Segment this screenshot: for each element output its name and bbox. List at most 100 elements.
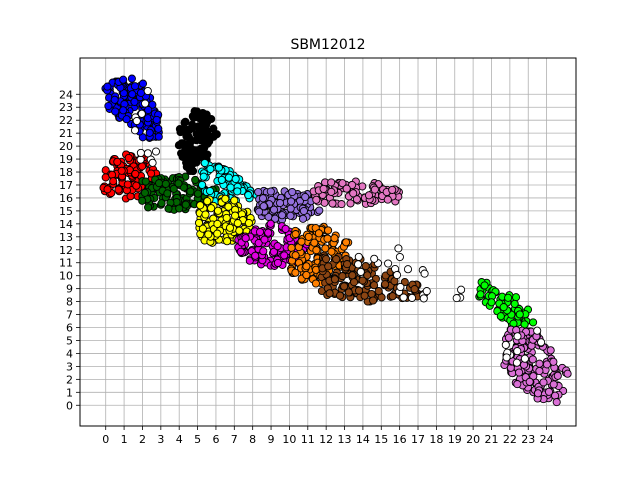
- data-point: [510, 299, 519, 308]
- data-point: [132, 181, 141, 190]
- data-point: [223, 237, 232, 246]
- data-point: [197, 131, 206, 140]
- data-point: [154, 132, 163, 141]
- data-point: [288, 187, 297, 197]
- y-tick-label: 20: [59, 140, 73, 153]
- y-tick-label: 13: [59, 231, 73, 244]
- x-tick-label: 3: [157, 433, 164, 446]
- data-point: [364, 191, 374, 200]
- data-point: [337, 200, 346, 209]
- data-point: [515, 310, 524, 319]
- data-point: [255, 227, 265, 237]
- data-point: [325, 289, 334, 298]
- data-point: [141, 99, 150, 108]
- data-point: [147, 169, 156, 178]
- data-point: [287, 197, 296, 206]
- data-point: [254, 187, 263, 197]
- data-point: [213, 206, 223, 215]
- data-point: [504, 333, 513, 342]
- data-point: [563, 369, 572, 378]
- data-point: [144, 105, 153, 115]
- data-point: [410, 285, 419, 294]
- data-point: [480, 281, 489, 290]
- data-point: [320, 198, 329, 207]
- data-point: [324, 262, 333, 271]
- y-tick-label: 5: [66, 334, 73, 347]
- data-point: [179, 183, 188, 192]
- data-point: [515, 368, 524, 377]
- data-point: [298, 214, 308, 223]
- y-tick-label: 18: [59, 166, 73, 179]
- data-point: [130, 126, 140, 135]
- data-point: [259, 202, 268, 211]
- y-tick-label: 21: [59, 127, 73, 140]
- data-point: [280, 251, 289, 260]
- data-point: [169, 184, 178, 193]
- data-point: [152, 115, 161, 124]
- data-point: [297, 237, 306, 246]
- data-point: [302, 270, 311, 280]
- data-point: [403, 265, 413, 274]
- data-point: [315, 206, 324, 215]
- data-point: [552, 398, 561, 407]
- data-point: [231, 174, 240, 184]
- x-tick-label: 22: [503, 433, 517, 446]
- x-tick-label: 2: [139, 433, 146, 446]
- data-point: [161, 179, 170, 188]
- data-point: [119, 75, 128, 84]
- data-point: [396, 282, 405, 292]
- data-point: [335, 291, 345, 300]
- x-tick-label: 18: [429, 433, 443, 446]
- data-point: [352, 195, 361, 204]
- data-point: [199, 172, 208, 181]
- data-point: [324, 226, 333, 235]
- data-point: [539, 378, 548, 387]
- data-point: [511, 293, 521, 302]
- data-point: [230, 196, 239, 205]
- data-point: [144, 203, 153, 212]
- data-point: [163, 189, 172, 198]
- data-point: [310, 238, 319, 247]
- data-point: [342, 184, 351, 193]
- data-point: [330, 275, 339, 284]
- x-tick-label: 10: [282, 433, 296, 446]
- data-point: [312, 195, 321, 204]
- data-point: [344, 288, 353, 297]
- data-point: [209, 124, 218, 133]
- data-point: [192, 158, 201, 167]
- data-point: [117, 166, 126, 175]
- data-point: [128, 90, 137, 99]
- x-tick-label: 13: [338, 433, 352, 446]
- data-point: [273, 242, 282, 251]
- y-tick-label: 17: [59, 179, 73, 192]
- data-point: [122, 115, 131, 124]
- y-tick-label: 1: [66, 386, 73, 399]
- y-tick-label: 14: [59, 218, 73, 231]
- data-point: [457, 285, 466, 294]
- data-point: [338, 179, 347, 188]
- x-tick-label: 20: [466, 433, 480, 446]
- data-point: [278, 211, 287, 220]
- x-tick-label: 15: [374, 433, 388, 446]
- x-tick-label: 4: [176, 433, 183, 446]
- data-point: [388, 185, 397, 194]
- data-point: [271, 214, 280, 223]
- data-point: [273, 258, 282, 267]
- data-point: [499, 303, 508, 312]
- data-point: [202, 120, 211, 129]
- data-point: [213, 229, 222, 238]
- data-point: [206, 164, 215, 174]
- y-tick-label: 10: [59, 270, 73, 283]
- x-tick-label: 23: [521, 433, 535, 446]
- data-point: [226, 183, 235, 192]
- data-point: [512, 358, 521, 367]
- data-point: [136, 88, 146, 97]
- data-point: [182, 162, 191, 171]
- data-point: [269, 247, 278, 256]
- x-tick-label: 6: [212, 433, 219, 446]
- data-point: [549, 380, 558, 389]
- data-point: [145, 128, 154, 137]
- y-tick-label: 2: [66, 373, 73, 386]
- data-point: [327, 247, 336, 256]
- data-point: [181, 200, 190, 209]
